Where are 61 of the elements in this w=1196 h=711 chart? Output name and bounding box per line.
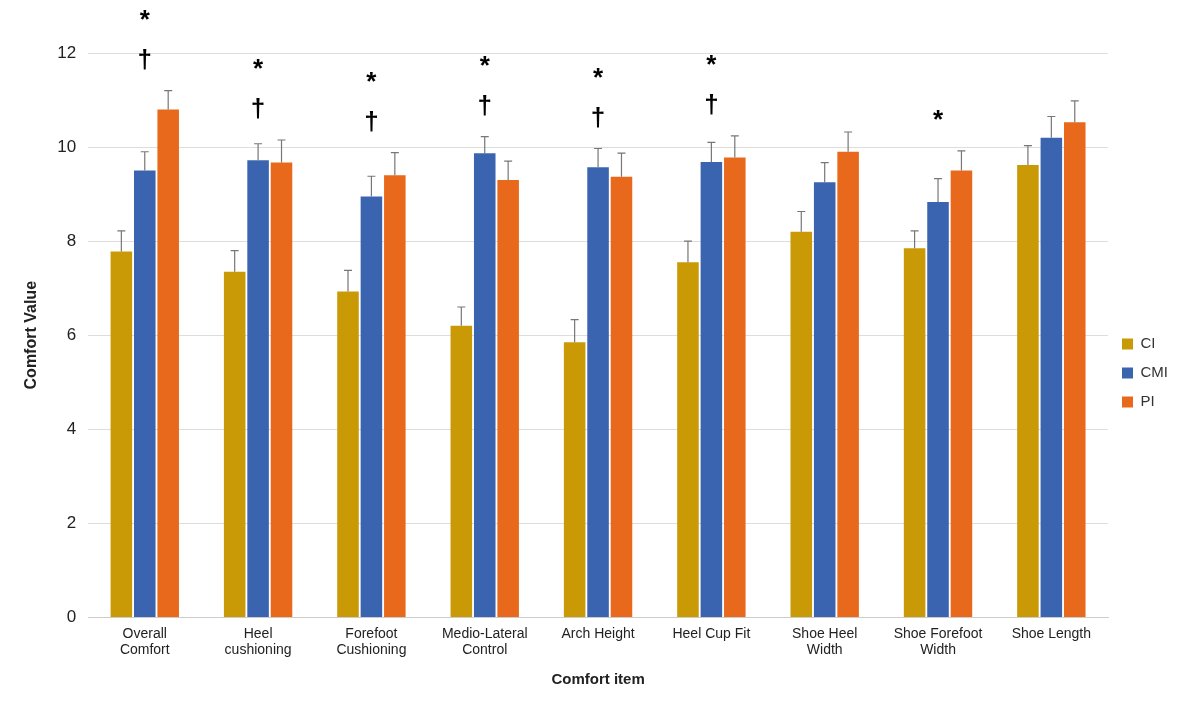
- annotation: †: [704, 88, 719, 119]
- x-tick-label: Overall Comfort: [119, 624, 170, 658]
- bar: [270, 162, 293, 617]
- y-tick-label: 6: [66, 324, 77, 344]
- y-tick-label: 4: [66, 418, 77, 438]
- bar: [677, 262, 699, 617]
- bar: [384, 175, 406, 617]
- text: *: [139, 3, 151, 34]
- annotation: †: [137, 43, 152, 74]
- bar: [450, 325, 473, 617]
- annotation: *: [479, 49, 491, 80]
- y-tick-label: 8: [66, 230, 77, 250]
- bar: [610, 176, 633, 617]
- annotation: †: [590, 101, 606, 132]
- bar: [1040, 137, 1063, 617]
- bar: [790, 231, 813, 617]
- x-tick-label: Shoe Length: [1011, 624, 1092, 641]
- x-tick-label: Shoe Forefoot Width: [893, 624, 983, 658]
- annotation: †: [364, 105, 379, 136]
- bar: [587, 167, 609, 617]
- y-tick-label: 0: [66, 607, 77, 627]
- y-tick-label: 10: [57, 136, 77, 156]
- bar: [134, 170, 156, 617]
- x-tick-label: Arch Height: [561, 624, 635, 641]
- annotation: †: [250, 93, 266, 124]
- bar: [1017, 164, 1039, 617]
- bar: [700, 162, 723, 617]
- bar: [157, 109, 179, 617]
- bar: [813, 182, 836, 617]
- bar: [950, 170, 973, 617]
- bar: [247, 160, 269, 617]
- annotation: *: [253, 53, 265, 84]
- annotation: *: [932, 104, 944, 134]
- annotation: *: [706, 48, 718, 79]
- y-axis-title: Comfort Value: [22, 280, 40, 390]
- bar: [1063, 122, 1086, 617]
- bar: [360, 196, 383, 617]
- bar: [473, 153, 496, 617]
- x-tick-label: Heel cushioning: [224, 624, 292, 658]
- y-tick-label: 2: [66, 513, 77, 533]
- annotation: †: [477, 89, 492, 120]
- bar: [497, 179, 519, 617]
- annotation: *: [592, 61, 604, 92]
- legend-label: CMI: [1140, 363, 1168, 381]
- x-tick-label: Shoe Heel Width: [792, 624, 858, 658]
- legend-label: PI: [1140, 392, 1155, 410]
- x-tick-label: Forefoot Cushioning: [336, 624, 407, 658]
- bar: [563, 342, 586, 617]
- x-axis-title: Comfort item: [551, 670, 645, 688]
- x-tick-label: Medio-Lateral Control: [441, 624, 528, 658]
- x-tick-label: Heel Cup Fit: [672, 624, 751, 641]
- annotation: *: [366, 65, 378, 96]
- bar: [724, 157, 746, 617]
- bar: [110, 251, 133, 617]
- bar: [837, 151, 859, 617]
- bar: [337, 291, 359, 617]
- y-tick-label: 12: [57, 42, 77, 62]
- bar: [903, 248, 926, 617]
- bar: [223, 271, 246, 617]
- bar: [927, 202, 949, 617]
- legend-label: CI: [1140, 334, 1156, 352]
